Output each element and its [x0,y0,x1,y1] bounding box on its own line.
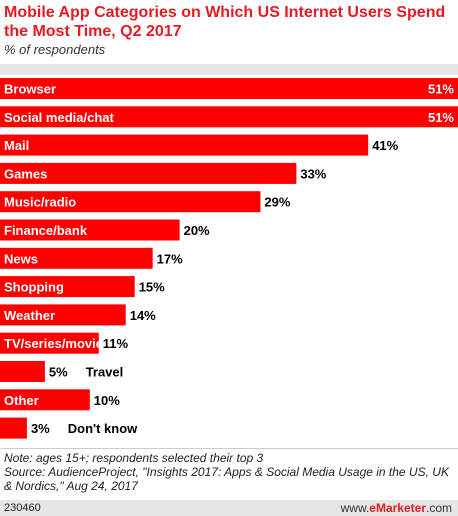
brand-name: eMarketer [369,501,426,515]
category-label-travel: Travel [86,365,124,380]
footer-bar: 230460 www.eMarketer.com [0,500,458,516]
value-label-browser: 51% [428,82,454,97]
bar-tv-series-movies [0,332,99,354]
category-label-music-radio: Music/radio [4,195,76,210]
bar-shopping [0,276,135,298]
category-label-mail: Mail [4,138,29,153]
value-label-games: 33% [300,166,326,181]
category-label-browser: Browser [4,82,56,97]
category-label-shopping: Shopping [4,280,64,295]
bar-other [0,389,90,411]
footer-rule [0,448,458,449]
value-label-travel: 5% [49,365,68,380]
category-label-social-media-chat: Social media/chat [4,110,114,125]
value-label-other: 10% [94,393,120,408]
value-label-mail: 41% [372,138,398,153]
chart-subtitle: % of respondents [4,42,106,57]
bar-finance-bank [0,219,180,241]
source-text: Source: AudienceProject, "Insights 2017:… [4,465,449,493]
bar-browser [0,78,458,99]
brand-prefix: www. [340,501,370,515]
bar-music-radio [0,191,261,213]
bar-games [0,162,297,184]
header-rule [0,64,458,75]
chart-notes: Note: ages 15+; respondents selected the… [4,451,454,493]
bar-news [0,247,153,269]
category-label-other: Other [4,393,39,408]
bar-mail [0,134,369,156]
bar-weather [0,304,126,326]
category-label-weather: Weather [4,308,55,323]
bar-social-media-chat [0,106,458,128]
note-text: Note: ages 15+; respondents selected the… [4,451,264,465]
category-label-games: Games [4,166,47,181]
value-label-don-t-know: 3% [31,421,50,436]
category-label-news: News [4,251,38,266]
value-label-shopping: 15% [139,280,165,295]
value-label-social-media-chat: 51% [428,110,454,125]
bar-don-t-know [0,417,27,439]
bar-travel [0,361,45,382]
category-label-tv-series-movies: TV/series/movies [4,336,110,351]
category-label-don-t-know: Don't know [68,421,138,436]
value-label-news: 17% [157,251,183,266]
value-label-finance-bank: 20% [184,223,210,238]
category-label-finance-bank: Finance/bank [4,223,88,238]
brand-suffix: .com [425,501,452,515]
value-label-music-radio: 29% [264,195,290,210]
chart-title: Mobile App Categories on Which US Intern… [4,4,446,40]
brand-link[interactable]: www.eMarketer.com [341,501,452,515]
value-label-tv-series-movies: 11% [103,336,129,351]
chart-id: 230460 [4,502,41,514]
bar-chart: Browser 51% Social media/chat 51% Mail 41% Gam… [0,78,458,439]
value-label-weather: 14% [130,308,156,323]
